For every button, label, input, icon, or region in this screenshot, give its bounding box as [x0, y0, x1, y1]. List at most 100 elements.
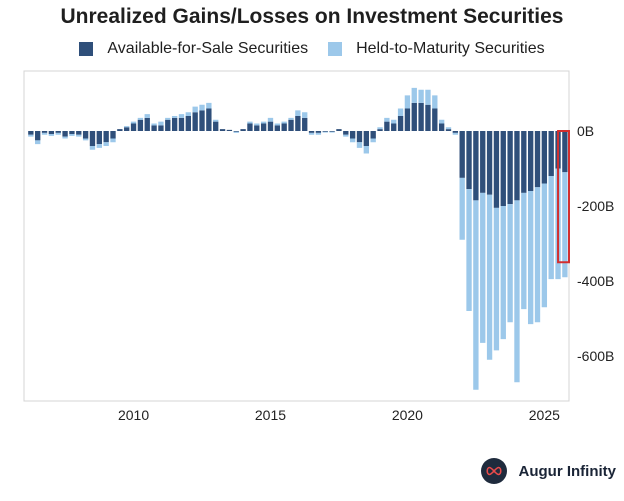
bar-htm: [459, 177, 465, 240]
legend-item-htm: Held-to-Maturity Securities: [328, 40, 545, 58]
bar-afs: [206, 108, 212, 131]
bar-htm: [267, 117, 274, 122]
bar-afs: [62, 131, 68, 137]
bar-afs: [302, 117, 308, 131]
bar-afs: [363, 131, 370, 146]
x-tick-label: 2025: [529, 407, 560, 423]
bar-htm: [89, 146, 96, 150]
y-tick-label: -600B: [577, 348, 614, 364]
bar-htm: [432, 95, 438, 109]
bar-htm: [110, 138, 116, 143]
bar-htm: [103, 142, 109, 146]
bar-afs: [418, 102, 424, 131]
bar-afs: [35, 131, 41, 141]
bar-htm: [130, 121, 137, 124]
bar-afs: [391, 123, 397, 131]
bar-afs: [185, 116, 191, 131]
bar-htm: [329, 131, 335, 133]
bar-htm: [404, 95, 411, 109]
bar-afs: [117, 129, 123, 131]
bar-htm: [144, 114, 150, 118]
bar-afs: [48, 131, 55, 134]
bar-afs: [459, 131, 465, 178]
bar-afs: [28, 131, 34, 135]
bar-htm: [452, 132, 459, 135]
y-tick-label: 0B: [577, 123, 594, 139]
bar-afs: [356, 131, 363, 143]
bar-htm: [206, 102, 212, 109]
bar-htm: [55, 132, 61, 135]
bar-htm: [254, 123, 260, 126]
infinity-icon: [480, 458, 507, 484]
bar-htm: [541, 183, 548, 308]
bar-afs: [254, 125, 260, 131]
bar-htm: [308, 132, 315, 135]
bar-htm: [281, 121, 287, 124]
bar-afs: [397, 116, 404, 131]
bar-htm: [507, 204, 513, 323]
bar-afs: [343, 131, 349, 135]
bar-afs: [315, 131, 322, 133]
bar-afs: [137, 119, 144, 131]
bar-afs: [521, 131, 527, 193]
legend-swatch-afs: [79, 42, 94, 56]
y-tick-label: -200B: [577, 198, 614, 214]
bar-afs: [281, 123, 287, 131]
bar-htm: [322, 131, 328, 133]
bar-htm: [384, 117, 390, 122]
bar-htm: [363, 146, 370, 154]
bar-afs: [384, 121, 390, 131]
bar-afs: [322, 131, 328, 132]
bar-afs: [500, 131, 506, 206]
bar-htm: [62, 136, 68, 139]
bar-afs: [219, 129, 226, 131]
bar-htm: [521, 192, 527, 310]
bar-afs: [178, 117, 185, 131]
bar-afs: [336, 129, 342, 131]
bar-afs: [534, 131, 541, 188]
bar-afs: [473, 131, 479, 201]
bar-afs: [82, 131, 89, 139]
bar-afs: [260, 123, 267, 131]
bar-htm: [302, 112, 308, 118]
bar-afs: [158, 125, 164, 131]
bar-htm: [48, 134, 55, 136]
bar-htm: [534, 187, 541, 323]
bar-htm: [69, 134, 75, 136]
bar-afs: [240, 129, 246, 131]
bar-afs: [349, 131, 356, 139]
legend-swatch-htm: [328, 42, 343, 56]
bar-htm: [425, 89, 431, 105]
bar-htm: [151, 123, 157, 126]
bar-afs: [247, 123, 253, 131]
bar-htm: [349, 138, 356, 143]
bar-afs: [445, 129, 452, 131]
bar-htm: [288, 117, 294, 120]
bar-afs: [527, 131, 534, 191]
bar-afs: [425, 104, 431, 131]
bar-afs: [171, 117, 178, 131]
bar-afs: [274, 125, 280, 131]
bar-htm: [192, 106, 198, 113]
bar-htm: [247, 121, 253, 124]
bar-afs: [110, 131, 116, 139]
bar-htm: [562, 172, 568, 278]
bar-htm: [438, 119, 445, 124]
x-tick-label: 2020: [392, 407, 423, 423]
bar-htm: [213, 119, 219, 122]
bar-htm: [295, 110, 301, 116]
bar-afs: [308, 131, 315, 133]
bar-htm: [418, 89, 424, 103]
chart-legend: Available-for-Sale Securities Held-to-Ma…: [0, 40, 624, 58]
bar-afs: [541, 131, 548, 184]
bar-afs: [514, 131, 520, 201]
bar-htm: [500, 206, 506, 340]
bar-htm: [466, 189, 472, 311]
bar-afs: [404, 108, 411, 131]
bar-htm: [397, 108, 404, 116]
bar-htm: [343, 134, 349, 137]
bar-htm: [411, 87, 417, 103]
bar-htm: [377, 127, 383, 130]
x-tick-label: 2010: [118, 407, 149, 423]
bar-htm: [445, 127, 452, 130]
